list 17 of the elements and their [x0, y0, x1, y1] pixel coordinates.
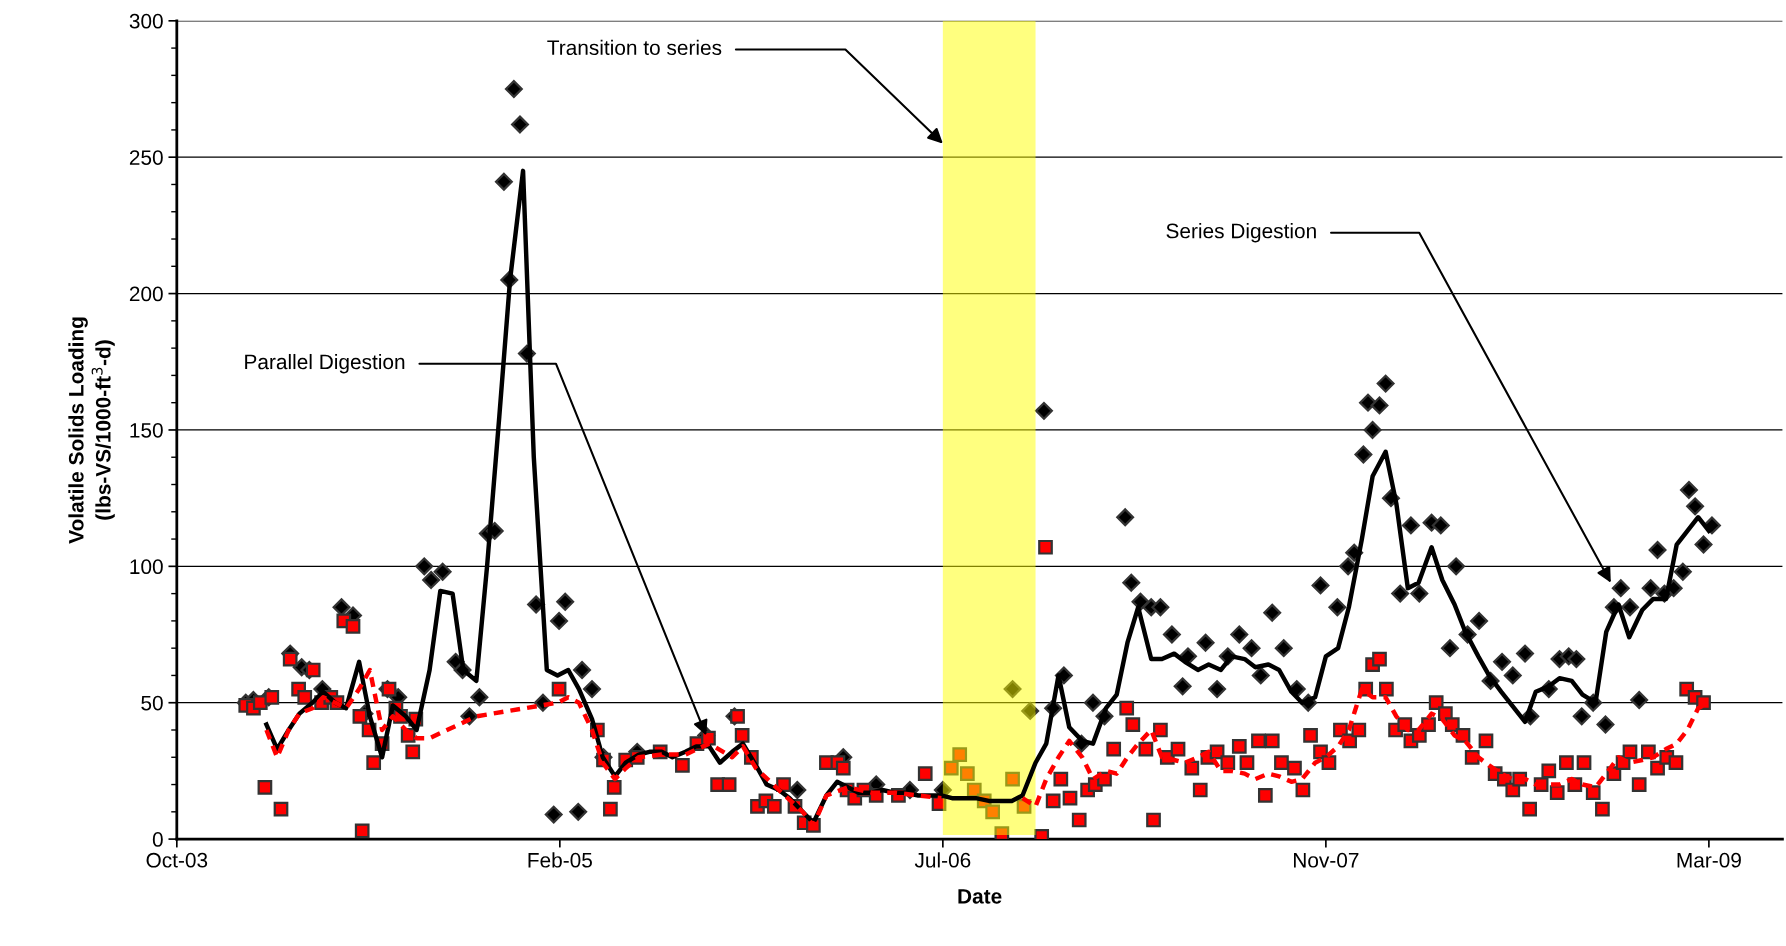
y-tick-label: 0 — [152, 832, 163, 847]
x-tick-label: Nov-07 — [1294, 852, 1359, 868]
y-tick-label: 200 — [129, 286, 163, 302]
x-tick-label: Jul-06 — [914, 852, 971, 868]
x-tick-label: Mar-09 — [1677, 852, 1741, 868]
y-tick-label: 300 — [129, 13, 163, 29]
x-axis-title: Date — [958, 889, 1002, 904]
y-tick-label: 50 — [141, 695, 163, 711]
x-tick-label: Feb-05 — [528, 852, 592, 868]
y-axis-title: Volatile Solids Loading (lbs-VS/1000-ft$^{3}$-d) — [68, 317, 115, 544]
annotation: Transition to series — [547, 39, 722, 56]
y-tick-label: 250 — [129, 150, 163, 165]
annotation: Series Digestion — [1166, 223, 1316, 243]
y-tick-label: 100 — [130, 559, 163, 575]
y-tick-label: 150 — [130, 422, 163, 438]
annotation: Parallel Digestion — [245, 353, 405, 374]
x-tick-label: Oct-03 — [146, 852, 208, 868]
